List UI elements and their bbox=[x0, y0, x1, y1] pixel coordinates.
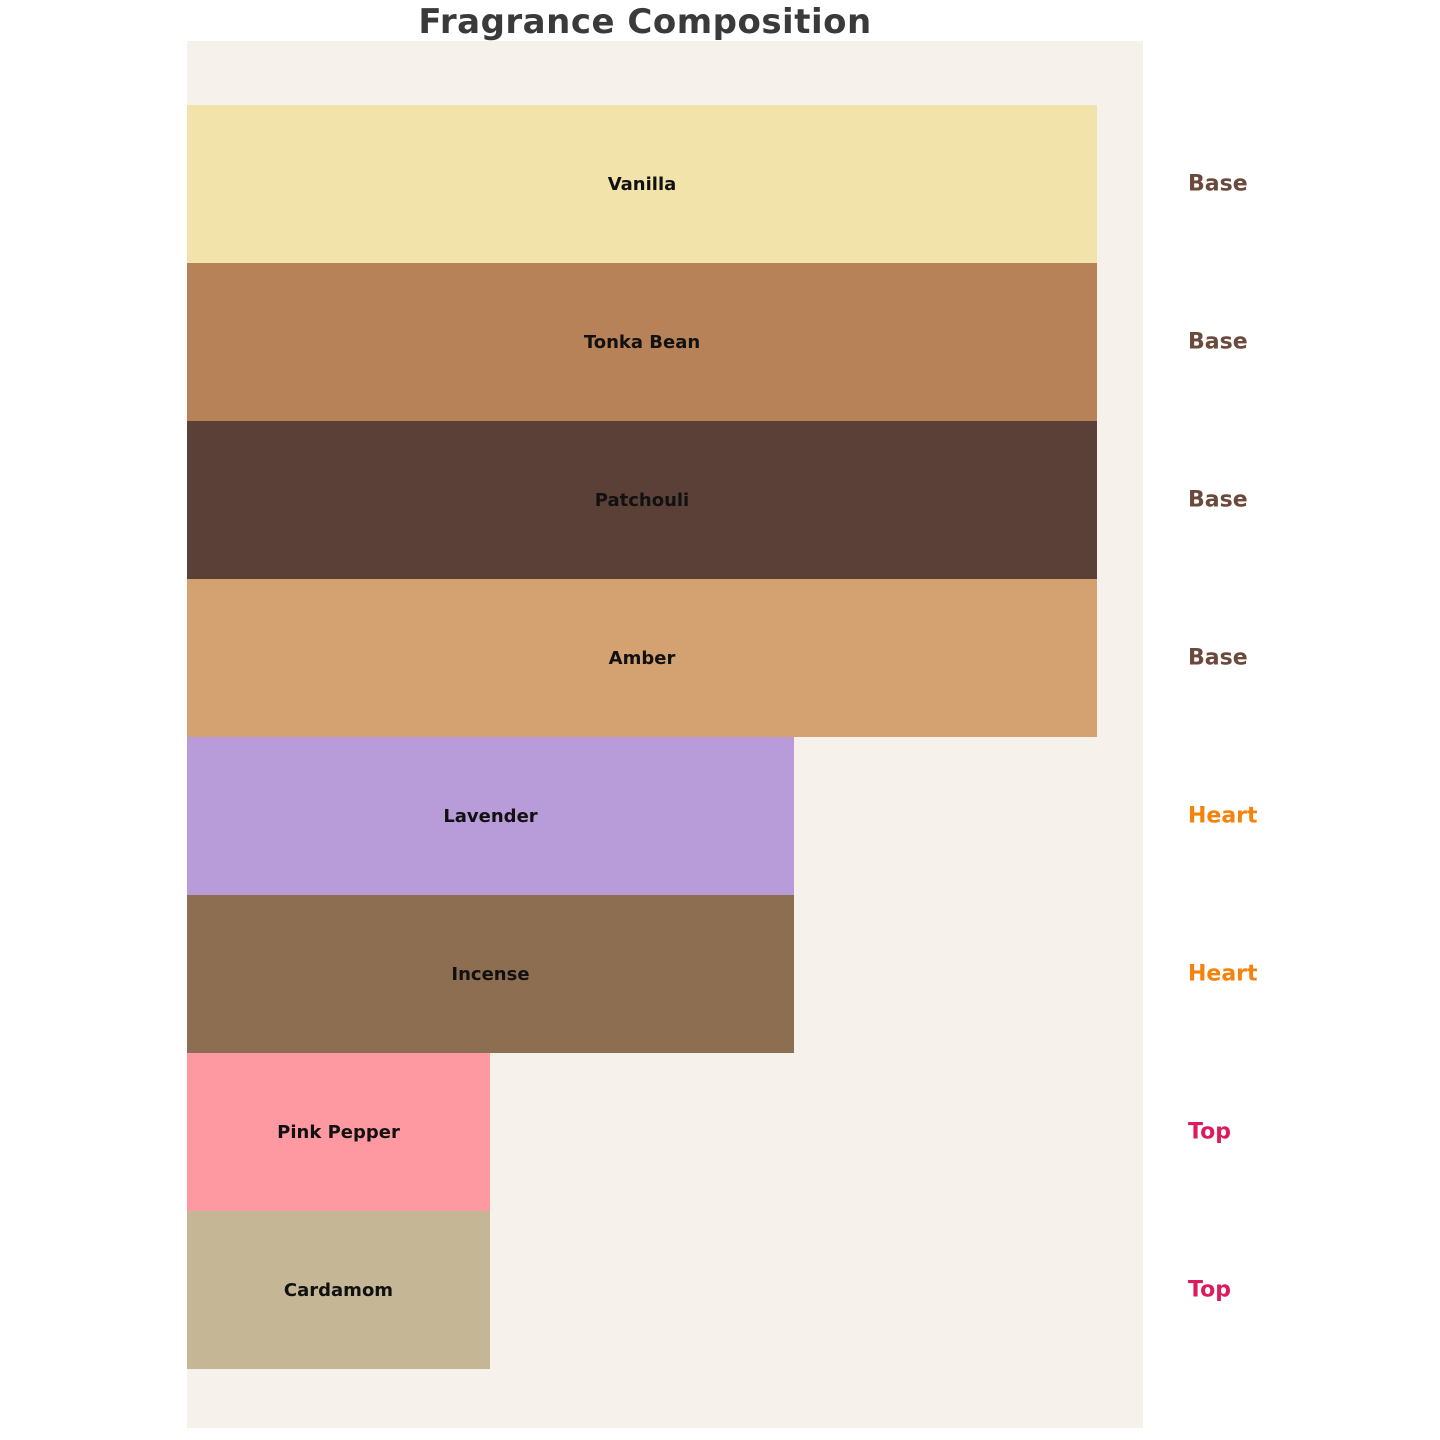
bar-label: Vanilla bbox=[607, 173, 677, 195]
bar-label: Cardamom bbox=[283, 1279, 394, 1301]
bar-label: Patchouli bbox=[594, 489, 690, 511]
tier-label: Base bbox=[1188, 329, 1248, 355]
bar-label: Pink Pepper bbox=[277, 1121, 400, 1143]
tier-label: Base bbox=[1188, 645, 1248, 671]
bar-patchouli: Patchouli bbox=[187, 421, 1097, 579]
bar-cardamom: Cardamom bbox=[187, 1211, 491, 1369]
bar-lavender: Lavender bbox=[187, 737, 794, 895]
bar-label: Lavender bbox=[443, 805, 538, 827]
tier-label: Heart bbox=[1188, 803, 1258, 829]
bar-pink-pepper: Pink Pepper bbox=[187, 1053, 491, 1211]
bar-label: Amber bbox=[608, 647, 676, 669]
bar-label: Incense bbox=[451, 963, 530, 985]
tier-label: Base bbox=[1188, 171, 1248, 197]
bar-label: Tonka Bean bbox=[583, 331, 701, 353]
tier-label: Base bbox=[1188, 487, 1248, 513]
tier-label: Heart bbox=[1188, 961, 1258, 987]
bar-amber: Amber bbox=[187, 579, 1097, 737]
bar-incense: Incense bbox=[187, 895, 794, 1053]
chart-title: Fragrance Composition bbox=[418, 2, 872, 42]
tier-label: Top bbox=[1188, 1119, 1231, 1145]
tier-label: Top bbox=[1188, 1277, 1231, 1303]
bar-vanilla: Vanilla bbox=[187, 105, 1097, 263]
plot-area: Vanilla Tonka Bean Patchouli Amber Lavender I… bbox=[187, 41, 1143, 1428]
bar-tonka-bean: Tonka Bean bbox=[187, 263, 1097, 421]
